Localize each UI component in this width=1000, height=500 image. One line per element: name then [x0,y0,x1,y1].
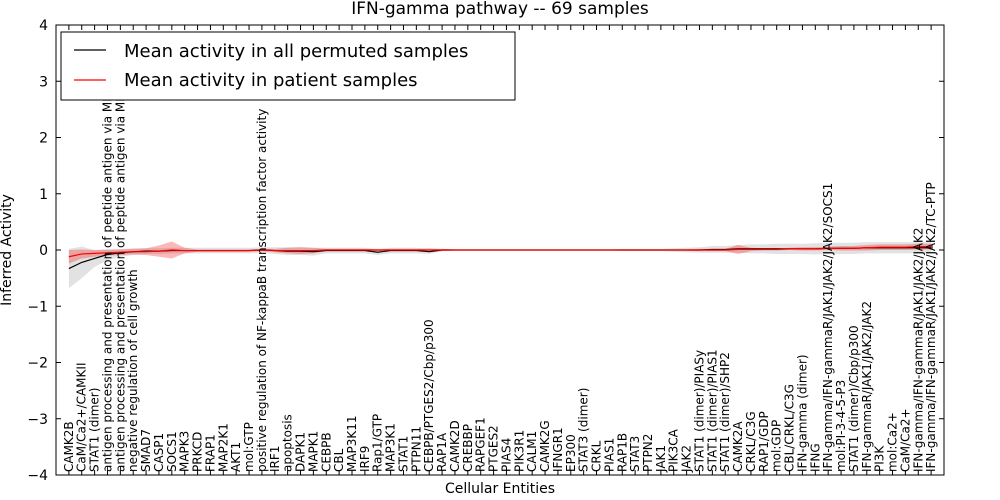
y-axis-label: Inferred Activity [0,194,15,306]
x-tick-label: PIAS4 [499,438,513,472]
x-tick-label: STAT1 (dimer)/Cbp/p300 [847,325,861,472]
chart-title: IFN-gamma pathway -- 69 samples [351,0,649,19]
y-tick-label: 0 [39,243,48,259]
x-tick-label: PIAS1 [602,438,616,472]
x-tick-label: CEBPB/PTGES2/Cbp/p300 [422,319,436,472]
y-tick-label: −1 [27,299,48,315]
x-tick-label: CRKL [590,440,604,472]
x-tick-label: RAPGEF1 [474,417,488,472]
x-tick-label: CaM/Ca2+/CAMKII [75,363,89,472]
variance-bands [68,241,932,289]
legend-label-patient: Mean activity in patient samples [124,70,418,91]
x-tick-label: positive regulation of NF-kappaB transcr… [255,109,269,472]
x-tick-label: CEBPB [319,432,333,472]
x-tick-label: CREBBP [461,424,475,472]
x-tick-label: SOCS1 [165,431,179,472]
x-tick-label: IRF9 [358,446,372,472]
x-tick-label: STAT3 [628,436,642,472]
x-tick-label: RAP1/GDP [757,411,771,472]
x-tick-label: PTPN11 [409,426,423,472]
x-tick-label: JAK1 [654,445,668,473]
x-tick-label: STAT3 (dimer) [577,388,591,472]
x-tick-label: FRAP1 [203,434,217,472]
x-tick-label: PIK3R1 [512,430,526,472]
line-patient [68,246,932,258]
x-tick-label: mol:GDP [770,420,784,472]
x-tick-label: CAMK2A [731,421,745,472]
x-tick-label: CAMK2D [448,420,462,472]
y-tick-label: 2 [39,131,48,147]
x-tick-label: CALM1 [525,431,539,472]
x-tick-label: apoptosis [281,414,295,472]
x-tick-label: IFN-gamma/IFN-gammaR/JAK1/JAK2/JAK2/SOCS… [821,183,835,472]
band-permuted [68,242,932,289]
x-tick-label: IFN-gamma (dimer) [795,354,809,472]
legend: Mean activity in all permuted samples Me… [60,31,516,101]
x-tick-label: MAP3K11 [345,415,359,472]
x-tick-label: CAMK2B [62,421,76,472]
x-tick-label: RAP1A [435,432,449,472]
x-tick-label: negative regulation of cell growth [126,269,140,472]
x-tick-label: antigen processing and presentation of p… [100,43,114,472]
y-tick-label: −4 [27,468,48,484]
x-tick-label: STAT1 (dimer) [88,388,102,472]
x-tick-label: IFNG [808,443,822,472]
x-tick-label: antigen processing and presentation of p… [113,40,127,472]
x-tick-label: SMAD7 [139,429,153,472]
x-tick-label: CASP1 [152,433,166,472]
x-tick-label: PI3K [873,445,887,472]
x-tick-label: PTGES2 [487,425,501,472]
x-tick-label: STAT1 (dimer)/PIAS1 [705,349,719,472]
x-tick-label: PIK3CA [667,428,681,472]
x-tick-label: CBL/CRKL/C3G [783,384,797,472]
x-tick-label: MAPK3 [178,431,192,472]
x-tick-label: STAT1 (dimer)/PIASy [692,350,706,472]
x-tick-label: AKT1 [229,442,243,472]
x-tick-label: mol:Ca2+ [886,412,900,472]
x-tick-label: IFN-gammaR/JAK1/JAK2/JAK2 [860,301,874,472]
series-lines [68,246,932,270]
y-tick-label: −3 [27,412,48,428]
x-tick-label: STAT1 (dimer)/SHP2 [718,352,732,472]
x-axis-label: Cellular Entities [445,481,555,497]
x-tick-label: PTPN2 [641,434,655,472]
x-tick-label: STAT1 [396,436,410,472]
x-tick-label: IFN-gamma/IFN-gammaR/JAK1/JAK2/JAK2/TC-P… [924,182,938,472]
x-tick-label: CRKL/C3G [744,411,758,472]
legend-box [60,31,516,101]
x-tick-label: PRKCD [191,432,205,472]
x-tick-label: MAP2K1 [216,423,230,472]
y-tick-label: 3 [39,74,48,90]
x-tick-label: CBL [332,448,346,472]
y-tick-label: −2 [27,356,48,372]
x-tick-label: DAPK1 [294,432,308,472]
x-tick-label: Rap1/GTP [371,414,385,472]
x-tick-label: IRF1 [268,446,282,472]
legend-label-permuted: Mean activity in all permuted samples [124,41,468,62]
x-tick-label: EP300 [564,434,578,472]
y-tick-label: 4 [39,18,48,34]
x-tick-label: CaM/Ca2+ [898,408,912,472]
x-tick-label: JAK2 [680,445,694,473]
x-tick-label: MAPK1 [306,431,320,472]
x-tick-label: MAP3K1 [384,423,398,472]
x-tick-label: CAMK2G [538,420,552,472]
x-tick-label: RAP1B [615,433,629,472]
x-tick-label: mol:GTP [242,422,256,472]
x-tick-label: mol:PI-3-4-5-P3 [834,380,848,472]
x-tick-label: IFN-gamma/IFN-gammaR/JAK1/JAK2/JAK2 [911,227,925,472]
y-tick-label: 1 [39,187,48,203]
y-axis-ticks: −4 −3 −2 −1 0 1 2 3 4 [27,18,944,484]
x-tick-label: IFNGR1 [551,427,565,472]
